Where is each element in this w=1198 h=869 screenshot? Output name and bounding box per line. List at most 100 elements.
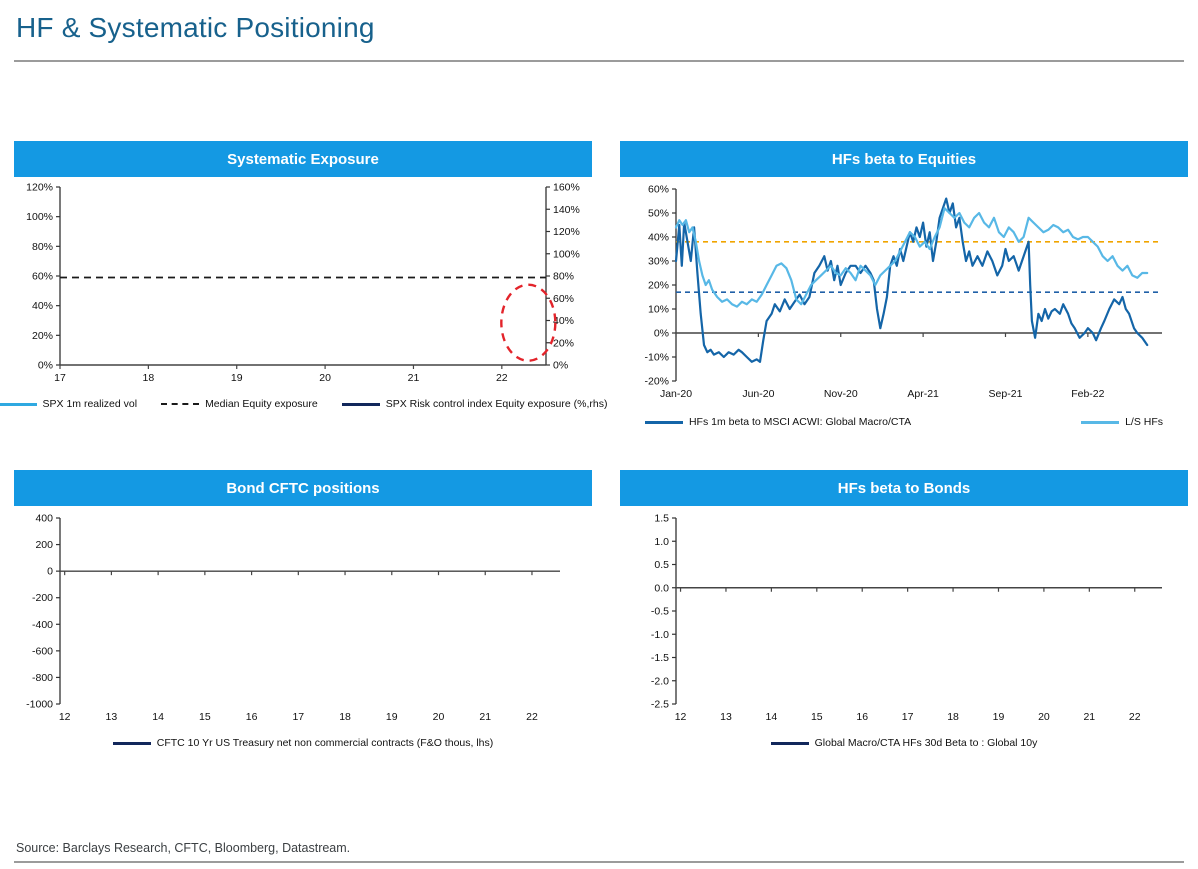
svg-text:-2.5: -2.5 bbox=[651, 699, 669, 711]
svg-text:21: 21 bbox=[479, 711, 491, 723]
svg-text:15: 15 bbox=[811, 711, 823, 723]
svg-text:80%: 80% bbox=[32, 241, 53, 253]
panel-hfs-beta-equities: HFs beta to Equities 60% 50% 40% 30% 20% 10% 0… bbox=[620, 141, 1188, 428]
svg-text:17: 17 bbox=[292, 711, 304, 723]
title-divider bbox=[14, 60, 1184, 62]
svg-text:-2.0: -2.0 bbox=[651, 675, 669, 687]
svg-text:20%: 20% bbox=[553, 337, 574, 349]
svg-text:120%: 120% bbox=[26, 182, 53, 194]
legend-swatch bbox=[161, 403, 200, 405]
svg-text:0: 0 bbox=[47, 566, 53, 578]
svg-text:20%: 20% bbox=[648, 280, 669, 292]
svg-text:50%: 50% bbox=[648, 208, 669, 220]
panel-header-systematic-exposure: Systematic Exposure bbox=[14, 141, 592, 177]
svg-text:Jun-20: Jun-20 bbox=[742, 388, 774, 400]
chart-bond-cftc-positions: 400 200 0 -200 -400 -600 -800 -1000 12 13 14 15 16 17… bbox=[26, 513, 560, 723]
svg-text:19: 19 bbox=[993, 711, 1005, 723]
svg-text:18: 18 bbox=[339, 711, 351, 723]
svg-text:20: 20 bbox=[1038, 711, 1050, 723]
svg-text:1.5: 1.5 bbox=[654, 513, 669, 525]
svg-text:-10%: -10% bbox=[644, 352, 669, 364]
legend-item: Median Equity exposure bbox=[161, 398, 318, 410]
legend-swatch bbox=[0, 402, 37, 406]
chart-hfs-beta-equities: 60% 50% 40% 30% 20% 10% 0% -10% -20%Jan-20 Jun-20… bbox=[644, 184, 1162, 400]
svg-text:Jan-20: Jan-20 bbox=[660, 388, 692, 400]
svg-text:-1.0: -1.0 bbox=[651, 629, 669, 641]
legend-label: SPX Risk control index Equity exposure (… bbox=[385, 398, 608, 410]
legend-item: SPX Risk control index Equity exposure (… bbox=[341, 398, 608, 410]
svg-text:120%: 120% bbox=[553, 226, 580, 238]
svg-text:13: 13 bbox=[106, 711, 118, 723]
svg-text:40%: 40% bbox=[553, 315, 574, 327]
svg-text:19: 19 bbox=[231, 372, 243, 384]
legend-swatch bbox=[644, 420, 683, 424]
svg-text:20: 20 bbox=[433, 711, 445, 723]
legend-hfs-beta-bonds: Global Macro/CTA HFs 30d Beta to : Globa… bbox=[620, 737, 1188, 749]
svg-text:21: 21 bbox=[1083, 711, 1095, 723]
legend-item: L/S HFs bbox=[1081, 416, 1163, 428]
legend-item: CFTC 10 Yr US Treasury net non commercia… bbox=[112, 737, 494, 749]
page-title: HF & Systematic Positioning bbox=[16, 12, 375, 43]
source-text: Source: Barclays Research, CFTC, Bloombe… bbox=[16, 841, 351, 855]
svg-text:80%: 80% bbox=[553, 271, 574, 283]
svg-text:Apr-21: Apr-21 bbox=[907, 388, 939, 400]
svg-text:17: 17 bbox=[902, 711, 914, 723]
svg-text:60%: 60% bbox=[32, 271, 53, 283]
svg-text:100%: 100% bbox=[26, 211, 53, 223]
legend-systematic-exposure: SPX 1m realized vol Median Equity exposur… bbox=[0, 398, 607, 410]
svg-text:Sep-21: Sep-21 bbox=[989, 388, 1023, 400]
legend-label: L/S HFs bbox=[1125, 416, 1164, 428]
svg-text:40%: 40% bbox=[32, 300, 53, 312]
panel-hfs-beta-bonds: HFs beta to Bonds 1.5 1.0 0.5 0.0 -0.5 -1.0 -1… bbox=[620, 470, 1188, 749]
svg-text:140%: 140% bbox=[553, 204, 580, 216]
svg-text:14: 14 bbox=[152, 711, 164, 723]
legend-label: Global Macro/CTA HFs 30d Beta to : Globa… bbox=[814, 737, 1038, 749]
svg-text:16: 16 bbox=[246, 711, 258, 723]
svg-text:16: 16 bbox=[856, 711, 868, 723]
svg-text:20%: 20% bbox=[32, 330, 53, 342]
legend-label: CFTC 10 Yr US Treasury net non commercia… bbox=[156, 737, 494, 749]
svg-text:Nov-20: Nov-20 bbox=[824, 388, 858, 400]
legend-swatch bbox=[770, 741, 809, 745]
svg-text:10%: 10% bbox=[648, 304, 669, 316]
legend-swatch bbox=[1081, 420, 1120, 424]
svg-text:18: 18 bbox=[143, 372, 155, 384]
svg-text:13: 13 bbox=[720, 711, 732, 723]
legend-item: HFs 1m beta to MSCI ACWI: Global Macro/C… bbox=[644, 416, 911, 428]
svg-text:18: 18 bbox=[947, 711, 959, 723]
svg-text:-1000: -1000 bbox=[26, 699, 53, 711]
panel-header-hfs-beta-bonds: HFs beta to Bonds bbox=[620, 470, 1188, 506]
svg-text:19: 19 bbox=[386, 711, 398, 723]
svg-text:15: 15 bbox=[199, 711, 211, 723]
svg-text:22: 22 bbox=[526, 711, 538, 723]
svg-text:0.5: 0.5 bbox=[654, 559, 669, 571]
svg-text:-0.5: -0.5 bbox=[651, 606, 669, 618]
svg-text:160%: 160% bbox=[553, 182, 580, 194]
svg-text:0%: 0% bbox=[553, 360, 568, 372]
legend-label: Median Equity exposure bbox=[205, 398, 318, 410]
svg-text:-20%: -20% bbox=[644, 376, 669, 388]
svg-text:200: 200 bbox=[35, 539, 53, 551]
svg-text:30%: 30% bbox=[648, 256, 669, 268]
bottom-divider bbox=[14, 861, 1184, 863]
svg-text:22: 22 bbox=[496, 372, 508, 384]
svg-text:17: 17 bbox=[54, 372, 66, 384]
legend-bond-cftc-positions: CFTC 10 Yr US Treasury net non commercia… bbox=[14, 737, 592, 749]
svg-text:100%: 100% bbox=[553, 248, 580, 260]
legend-item: SPX 1m realized vol bbox=[0, 398, 137, 410]
svg-text:40%: 40% bbox=[648, 232, 669, 244]
panel-header-bond-cftc-positions: Bond CFTC positions bbox=[14, 470, 592, 506]
panel-header-hfs-beta-equities: HFs beta to Equities bbox=[620, 141, 1188, 177]
svg-text:Feb-22: Feb-22 bbox=[1071, 388, 1104, 400]
svg-text:12: 12 bbox=[59, 711, 71, 723]
svg-text:21: 21 bbox=[408, 372, 420, 384]
panel-systematic-exposure: Systematic Exposure 120% 100% 80% 60% 40% 20%… bbox=[0, 141, 607, 410]
svg-text:0%: 0% bbox=[38, 360, 53, 372]
legend-swatch bbox=[112, 741, 151, 745]
svg-text:60%: 60% bbox=[648, 184, 669, 196]
svg-text:14: 14 bbox=[766, 711, 778, 723]
svg-text:22: 22 bbox=[1129, 711, 1141, 723]
svg-text:1.0: 1.0 bbox=[654, 536, 669, 548]
svg-text:-400: -400 bbox=[32, 619, 53, 631]
svg-text:12: 12 bbox=[675, 711, 687, 723]
